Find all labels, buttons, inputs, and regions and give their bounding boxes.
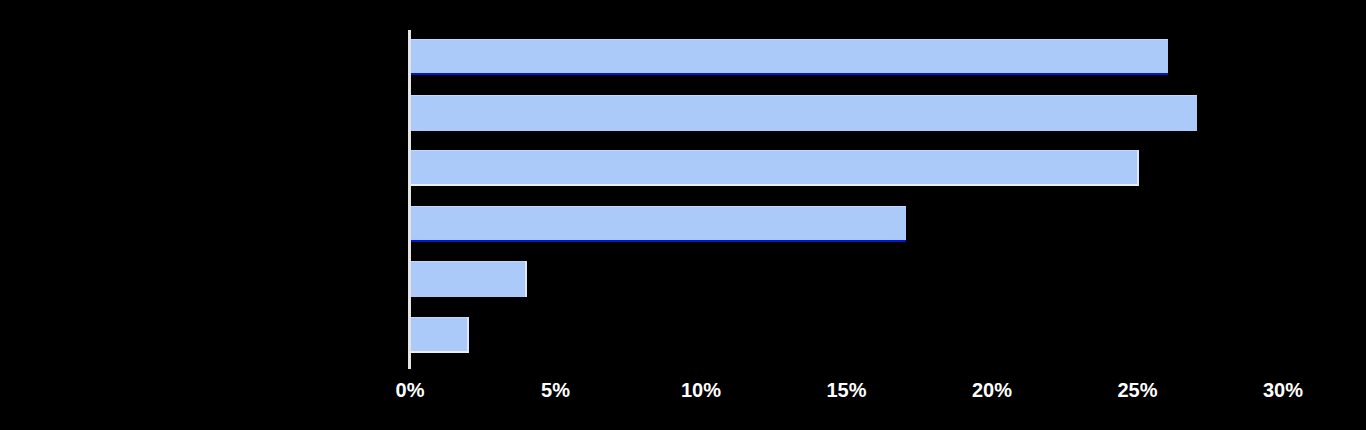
bar-segment xyxy=(411,150,1139,186)
x-tick-label: 20% xyxy=(972,378,1012,402)
x-axis-tick-labels: 0% 5% 10% 15% 20% 25% 30% xyxy=(0,378,1366,404)
x-tick-label: 5% xyxy=(541,378,570,402)
x-tick-label: 25% xyxy=(1117,378,1157,402)
bar-segment xyxy=(411,317,469,353)
x-tick-label: 30% xyxy=(1263,378,1303,402)
bar-chart: 0% 5% 10% 15% 20% 25% 30% xyxy=(0,0,1366,430)
x-tick-label: 15% xyxy=(826,378,866,402)
bar-segment xyxy=(411,39,1168,75)
bar-segment xyxy=(411,206,906,242)
bar-segment xyxy=(411,95,1197,131)
x-tick-label: 10% xyxy=(681,378,721,402)
x-tick-label: 0% xyxy=(396,378,425,402)
bar-segment xyxy=(411,261,527,297)
chart-plot-area: 0% 5% 10% 15% 20% 25% 30% xyxy=(0,0,1366,430)
